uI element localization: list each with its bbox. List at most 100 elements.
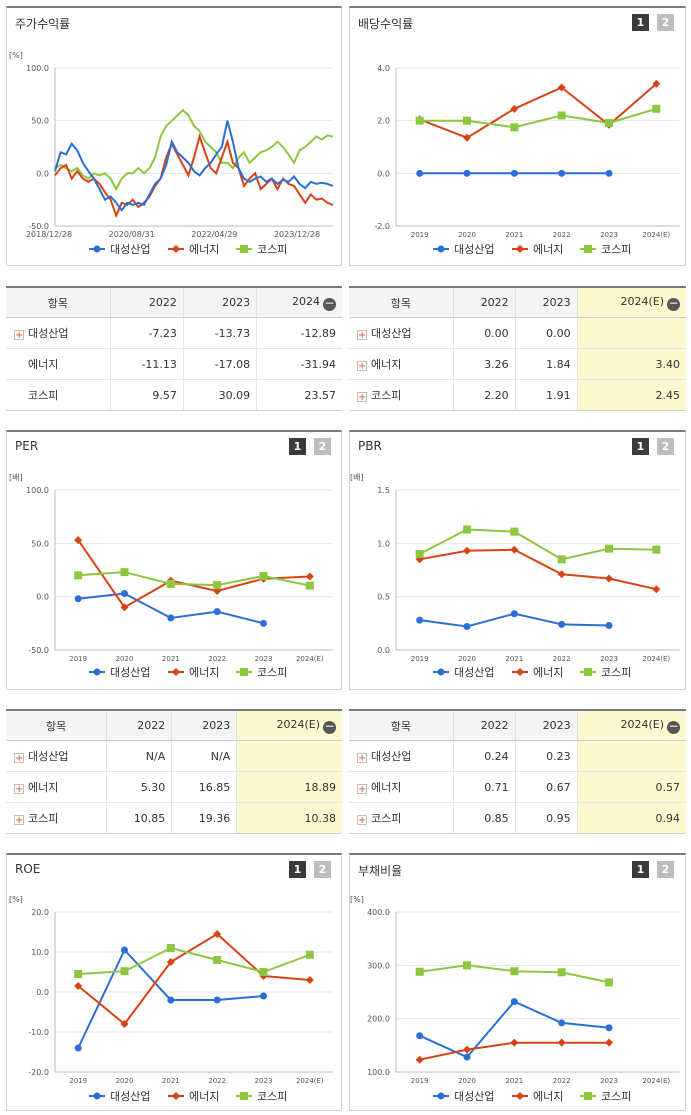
table-cell: 19.36 <box>171 802 237 833</box>
data-point-kospi <box>605 119 613 128</box>
x-tick-label: 2024(E) <box>642 655 670 663</box>
view-1-button[interactable]: 1 <box>289 438 306 455</box>
collapse-icon[interactable]: − <box>667 718 680 734</box>
table-cell: 0.67 <box>514 771 578 803</box>
legend-label-energy: 에너지 <box>533 243 563 256</box>
data-point-company <box>605 169 613 177</box>
row-label[interactable]: + 코스피 <box>349 802 454 833</box>
expand-icon[interactable]: + <box>357 784 367 795</box>
row-label[interactable]: + 에너지 <box>349 348 454 380</box>
expand-icon[interactable]: + <box>14 784 24 795</box>
view-2-button[interactable]: 2 <box>657 861 674 878</box>
y-tick-label: 300.0 <box>367 961 390 970</box>
data-point-kospi <box>415 116 424 125</box>
expand-icon[interactable]: + <box>357 753 367 764</box>
table-header-row: 항목 2022 2023 2024(E) − <box>349 711 686 741</box>
expand-icon[interactable]: + <box>14 815 24 826</box>
view-1-button[interactable]: 1 <box>632 861 649 878</box>
x-tick-label: 2020 <box>116 1077 134 1085</box>
series-line-kospi <box>419 107 657 129</box>
table-row: 코스피 9.57 30.09 23.57 <box>6 379 342 410</box>
view-2-button[interactable]: 2 <box>657 14 674 31</box>
row-label[interactable]: + 에너지 <box>6 771 107 803</box>
x-tick-label: 2020 <box>458 1077 476 1085</box>
row-label[interactable]: + 대성산업 <box>349 317 454 349</box>
expand-icon[interactable]: + <box>357 361 367 372</box>
data-point-energy <box>305 572 314 581</box>
collapse-icon[interactable]: − <box>667 295 680 311</box>
header-year: 2022 <box>109 288 184 318</box>
view-1-button[interactable]: 1 <box>289 861 306 878</box>
series-line-energy <box>419 83 657 139</box>
expand-icon[interactable]: + <box>14 753 24 764</box>
y-tick-label: 4.0 <box>377 64 390 73</box>
x-tick-label: 2020 <box>458 231 476 239</box>
view-1-button[interactable]: 1 <box>632 438 649 455</box>
data-point-energy <box>120 1020 129 1028</box>
x-tick-label: 2019 <box>411 1077 429 1085</box>
y-tick-label: -50.0 <box>28 222 49 231</box>
collapse-icon[interactable]: − <box>323 295 336 311</box>
table-cell: 1.91 <box>514 379 578 410</box>
data-point-energy <box>605 1038 613 1047</box>
row-label[interactable]: + 에너지 <box>349 771 454 803</box>
row-label[interactable]: + 대성산업 <box>349 740 454 772</box>
table-row: + 대성산업 0.00 0.00 <box>349 317 686 349</box>
x-tick-label: 2023 <box>600 655 618 663</box>
x-tick-label: 2022 <box>553 655 571 663</box>
x-tick-label: 2024(E) <box>642 231 670 239</box>
row-label[interactable]: + 대성산업 <box>6 317 111 349</box>
collapse-icon[interactable]: − <box>323 718 336 734</box>
legend-label-company: 대성산업 <box>110 666 150 679</box>
row-label[interactable]: + 코스피 <box>349 379 454 410</box>
header-item: 항목 <box>6 711 107 741</box>
legend-marker-energy <box>516 245 524 253</box>
data-point-company <box>463 623 471 631</box>
data-point-company <box>167 614 175 622</box>
legend-label-company: 대성산업 <box>110 1090 150 1103</box>
table-row: + 코스피 10.85 19.36 10.38 <box>6 802 342 833</box>
view-2-button[interactable]: 2 <box>314 438 331 455</box>
table-cell: 23.57 <box>256 379 342 410</box>
data-point-kospi <box>463 525 471 534</box>
table-cell: 0.24 <box>452 740 516 772</box>
x-tick-label: 2023 <box>600 231 618 239</box>
row-label[interactable]: + 코스피 <box>6 802 107 833</box>
header-year: 2023 <box>171 711 237 741</box>
legend-label-kospi: 코스피 <box>257 243 287 256</box>
table-cell: 3.40 <box>576 348 686 380</box>
data-point-energy <box>463 133 471 142</box>
legend-label-energy: 에너지 <box>533 666 563 679</box>
expand-icon[interactable]: + <box>14 330 24 341</box>
series-line-kospi <box>54 108 334 192</box>
view-2-button[interactable]: 2 <box>314 861 331 878</box>
table-cell <box>576 740 686 772</box>
y-tick-label: 400.0 <box>367 908 390 917</box>
table-cell: 2.45 <box>576 379 686 410</box>
table-row: + 코스피 0.85 0.95 0.94 <box>349 802 686 833</box>
table-cell: N/A <box>106 740 172 772</box>
table-cell: 10.85 <box>106 802 172 833</box>
expand-icon[interactable]: + <box>357 330 367 341</box>
expand-icon[interactable]: + <box>357 815 367 826</box>
row-label[interactable]: + 대성산업 <box>6 740 107 772</box>
data-point-kospi <box>305 950 314 959</box>
panel-title: ROE <box>15 862 41 876</box>
legend-marker-kospi <box>240 1092 248 1100</box>
x-tick-label: 2022 <box>553 1077 571 1085</box>
expand-icon[interactable]: + <box>357 392 367 403</box>
view-2-button[interactable]: 2 <box>657 438 674 455</box>
pbr-table: 항목 2022 2023 2024(E) − + 대성산업 0.24 0.23 + 에너지 0.71 0… <box>349 709 686 834</box>
table-row: + 코스피 2.20 1.91 2.45 <box>349 379 686 410</box>
legend-marker-kospi <box>584 1092 592 1100</box>
x-tick-label: 2020 <box>458 655 476 663</box>
view-1-button[interactable]: 1 <box>632 14 649 31</box>
x-tick-label: 2019 <box>411 655 429 663</box>
data-point-kospi <box>463 961 471 970</box>
data-point-company <box>558 620 566 628</box>
data-point-energy <box>557 570 566 579</box>
legend-label-energy: 에너지 <box>189 1090 219 1103</box>
table-row: + 에너지 5.30 16.85 18.89 <box>6 771 342 803</box>
x-tick-label: 2019 <box>69 1077 87 1085</box>
legend-label-kospi: 코스피 <box>601 243 631 256</box>
